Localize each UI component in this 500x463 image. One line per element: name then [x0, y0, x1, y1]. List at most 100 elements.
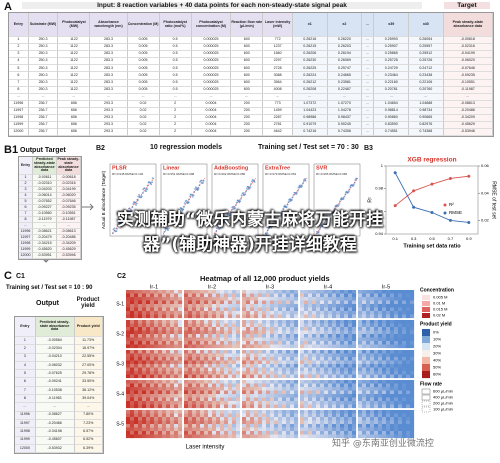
heatmap-cell — [316, 290, 321, 294]
panel-label: A — [4, 1, 12, 13]
heatmap-cell — [358, 290, 363, 294]
heatmap-cell — [312, 387, 317, 391]
heatmap-cell — [378, 434, 383, 439]
heatmap-cell — [312, 300, 317, 305]
heatmap-cell — [332, 344, 337, 349]
heatmap-cell — [126, 314, 131, 319]
heatmap-cell — [192, 394, 197, 398]
heatmap-cell — [378, 371, 383, 375]
heatmap-cell — [142, 320, 147, 324]
heatmap-cell — [328, 387, 333, 391]
heatmap-cell — [266, 410, 271, 414]
heatmap-cell — [166, 297, 171, 301]
heatmap-cell — [196, 380, 201, 384]
heatmap-cell — [316, 293, 321, 298]
heatmap-cell — [398, 353, 403, 358]
table-cell: 11996 — [19, 229, 33, 235]
heatmap-cell — [394, 380, 399, 384]
heatmap-cell — [366, 420, 371, 425]
table-cell: 0.02 — [127, 115, 160, 123]
heatmap-cell — [162, 404, 167, 409]
heatmap-cell — [406, 290, 411, 294]
table-cell: -0.06014 — [33, 193, 57, 199]
decor-dot — [342, 197, 345, 200]
plot-frame — [109, 163, 157, 237]
heatmap-cell — [266, 431, 271, 435]
table-cell: 250.3 — [28, 65, 59, 73]
heatmap-cell — [282, 357, 287, 361]
heatmap-cell — [390, 374, 395, 379]
heatmap-cell — [390, 357, 395, 361]
heatmap-cell — [362, 327, 367, 331]
heatmap-cell — [138, 290, 143, 294]
heatmap-cell — [224, 404, 229, 409]
decor-dot — [140, 195, 143, 198]
heatmap-cell — [352, 397, 357, 402]
heatmap-cell — [154, 314, 159, 319]
heatmap-cell — [192, 404, 197, 409]
heatmap-cell — [394, 353, 399, 358]
heatmap-cell — [250, 410, 255, 414]
heatmap-cell — [162, 371, 167, 375]
table-cell: 3 — [15, 353, 36, 362]
heatmap-cell — [232, 434, 237, 439]
decor-dot — [344, 191, 347, 194]
heatmap-cell — [366, 350, 371, 354]
decor-dot — [272, 222, 275, 225]
table-cell: 2 — [159, 122, 192, 130]
heatmap-cell — [344, 314, 349, 319]
heatmap-cell — [394, 300, 399, 305]
heatmap-cell — [332, 424, 337, 428]
heatmap-cell — [138, 420, 143, 425]
heatmap-cell — [250, 300, 255, 305]
heatmap-cell — [254, 320, 259, 324]
heatmap-cell — [332, 401, 337, 405]
heatmap-cell — [394, 420, 399, 425]
table-cell: -0.11963 — [35, 395, 75, 404]
heatmap-cell — [390, 371, 395, 375]
heatmap-cell — [142, 394, 147, 398]
heatmap-cell — [402, 320, 407, 324]
table-cell: 12000 — [9, 129, 29, 137]
heatmap-cell — [270, 353, 275, 358]
heatmap-cell — [250, 344, 255, 349]
heatmap-cell — [374, 357, 379, 361]
heatmap-cell — [138, 383, 143, 388]
table-cell: ... — [362, 51, 375, 59]
heatmap-cell — [312, 374, 317, 379]
heatmap-cell — [362, 350, 367, 354]
heatmap-cell — [196, 290, 201, 294]
heatmap-cell — [242, 327, 247, 331]
heatmap-cell — [228, 434, 233, 439]
heatmap-cell — [406, 434, 411, 439]
table-cell: 0.22160 — [374, 79, 410, 87]
heatmap-cell — [184, 307, 189, 312]
heatmap-cell — [410, 417, 415, 421]
heatmap-cell — [158, 344, 163, 349]
decor-dot — [181, 209, 184, 212]
heatmap-cell — [138, 337, 143, 342]
heatmap-cell — [126, 323, 131, 328]
heatmap-cell — [212, 297, 217, 301]
table-cell: 1 — [15, 337, 36, 346]
heatmap-cell — [294, 380, 299, 384]
heatmap-cell — [382, 424, 387, 428]
plot-frame — [262, 163, 310, 237]
heatmap-cell — [270, 344, 275, 349]
heatmap-cell — [386, 404, 391, 409]
table-cell: 16.97% — [74, 345, 103, 354]
heatmap-cell — [386, 387, 391, 391]
table-cell: 8 — [19, 217, 33, 223]
heatmap-cell — [228, 360, 233, 365]
heatmap-cell — [378, 380, 383, 384]
heatmap-cell — [324, 341, 329, 345]
heatmap-cell — [328, 320, 333, 324]
heatmap-cell — [378, 397, 383, 402]
heatmap-cell — [130, 314, 135, 319]
heatmap-cell — [308, 401, 313, 405]
decor-dot — [249, 186, 252, 189]
heatmap-cell — [362, 427, 367, 432]
heatmap-cell — [166, 390, 171, 395]
heatmap-cell — [204, 410, 209, 414]
heatmap-cell — [178, 364, 183, 368]
